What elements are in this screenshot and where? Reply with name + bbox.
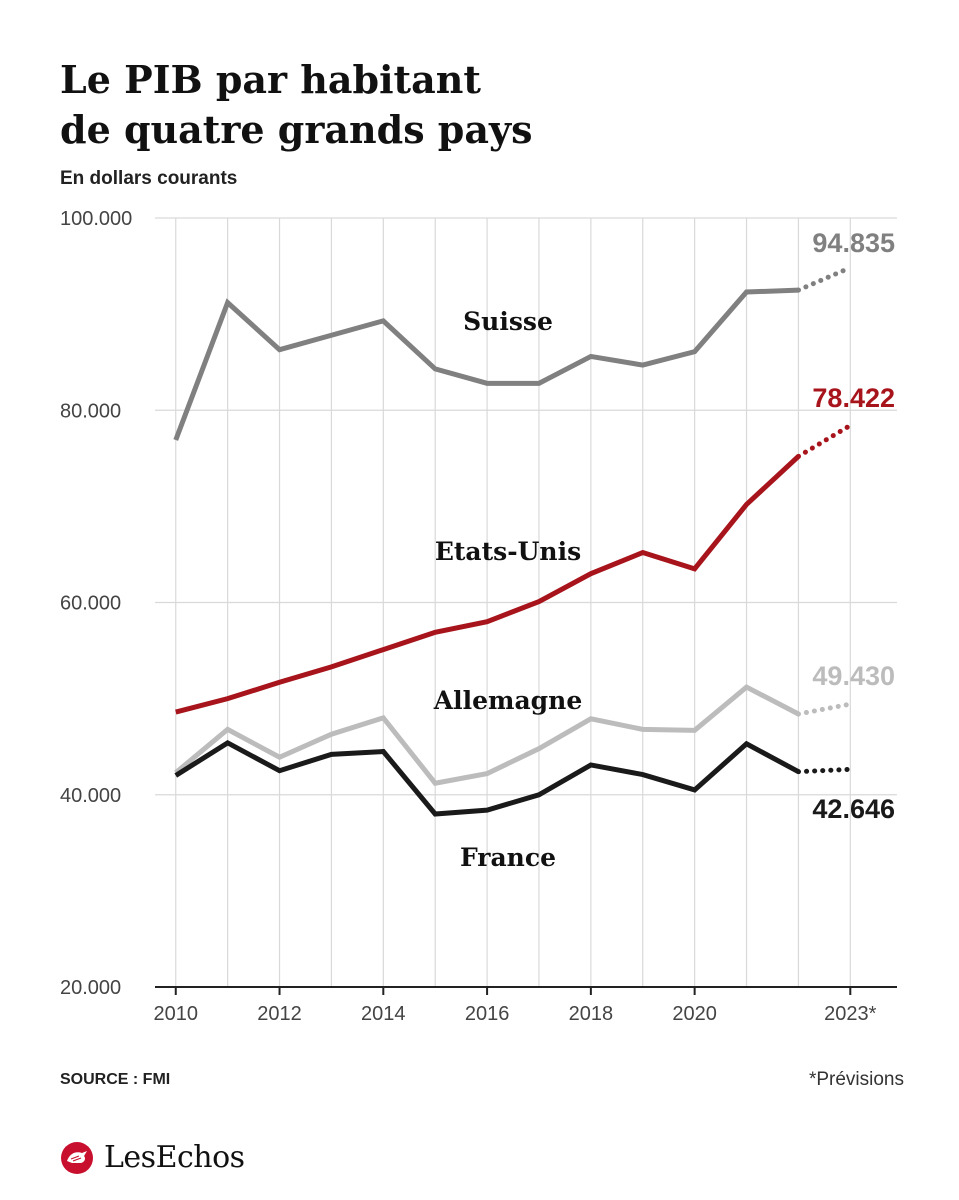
series-name-etats-unis: Etats-Unis [435, 537, 581, 566]
series-name-france: France [460, 843, 556, 872]
y-tick-label: 20.000 [60, 977, 121, 999]
brand-logo: LesEchos [60, 1140, 245, 1175]
x-tick-label: 2018 [569, 1003, 614, 1025]
series-line-etats-unis [175, 454, 801, 715]
x-tick-label: 2023* [824, 1003, 876, 1025]
series-forecast-allemagne [795, 701, 853, 717]
forecast-note: *Prévisions [808, 1069, 904, 1090]
x-tick-label: 2012 [257, 1003, 302, 1025]
y-tick-label: 80.000 [60, 400, 121, 422]
x-tick-label: 2016 [465, 1003, 510, 1025]
x-tick-label: 2020 [672, 1003, 717, 1025]
chart-subtitle: En dollars courants [60, 168, 238, 189]
brand-name: LesEchos [104, 1140, 245, 1175]
end-value-label-suisse: 94.835 [812, 228, 895, 258]
axis-layer: 20.000 40.000 60.000 80.000 100.000 2010 2012 2… [60, 208, 897, 1025]
echos-logo-icon [61, 1141, 93, 1174]
series-layer [173, 265, 853, 817]
end-value-label-etats-unis: 78.422 [812, 383, 895, 413]
series-line-france [174, 739, 800, 817]
series-name-suisse: Suisse [463, 307, 553, 336]
end-value-label-france: 42.646 [812, 794, 895, 824]
chart-title: Le PIB par habitant de quatre grands pay… [60, 55, 532, 155]
series-name-allemagne: Allemagne [433, 686, 583, 715]
series-line-allemagne [174, 684, 800, 786]
label-layer: Suisse 94.835 Etats-Unis 78.422 Allemagne 49.… [433, 228, 895, 872]
title-line-2: de quatre grands pays [60, 107, 533, 152]
x-tick-label: 2010 [154, 1003, 199, 1025]
y-tick-label: 40.000 [60, 785, 121, 807]
series-forecast-suisse [795, 265, 853, 293]
source-note: SOURCE : FMI [60, 1071, 171, 1088]
series-forecast-etats-unis [795, 422, 853, 459]
series-line-suisse [173, 287, 799, 441]
title-line-1: Le PIB par habitant [60, 57, 481, 102]
y-tick-label: 100.000 [60, 208, 132, 230]
end-value-label-allemagne: 49.430 [812, 661, 895, 691]
y-tick-label: 60.000 [60, 593, 121, 615]
x-tick-label: 2014 [361, 1003, 406, 1025]
series-forecast-france [795, 766, 853, 775]
